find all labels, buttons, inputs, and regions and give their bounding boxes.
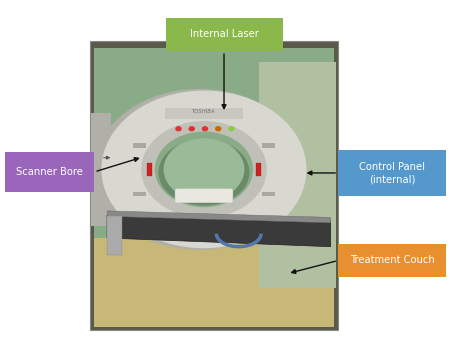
Text: Scanner Bore: Scanner Bore <box>16 167 83 177</box>
Circle shape <box>141 122 265 217</box>
Polygon shape <box>107 211 330 223</box>
FancyBboxPatch shape <box>107 216 122 255</box>
FancyBboxPatch shape <box>337 244 445 277</box>
FancyBboxPatch shape <box>256 163 261 176</box>
Text: TOSHIBA: TOSHIBA <box>192 109 215 114</box>
Circle shape <box>229 127 234 131</box>
FancyBboxPatch shape <box>262 143 274 148</box>
Polygon shape <box>107 215 330 247</box>
Circle shape <box>215 127 220 131</box>
Text: Control Panel
(internal): Control Panel (internal) <box>358 162 424 184</box>
FancyBboxPatch shape <box>337 150 445 196</box>
FancyBboxPatch shape <box>174 189 232 203</box>
FancyBboxPatch shape <box>258 62 335 288</box>
Ellipse shape <box>159 140 248 205</box>
Circle shape <box>102 91 305 247</box>
Circle shape <box>176 127 181 131</box>
Circle shape <box>164 139 243 200</box>
FancyBboxPatch shape <box>133 143 145 148</box>
FancyBboxPatch shape <box>146 163 151 176</box>
FancyBboxPatch shape <box>262 192 274 196</box>
FancyBboxPatch shape <box>91 113 111 226</box>
FancyBboxPatch shape <box>165 108 242 119</box>
Circle shape <box>95 89 303 249</box>
FancyBboxPatch shape <box>165 18 282 51</box>
Text: Treatment Couch: Treatment Couch <box>349 255 434 265</box>
Circle shape <box>155 132 252 207</box>
Circle shape <box>202 127 207 131</box>
FancyBboxPatch shape <box>133 192 145 196</box>
FancyBboxPatch shape <box>5 152 94 192</box>
FancyBboxPatch shape <box>90 41 337 330</box>
Text: Internal Laser: Internal Laser <box>190 29 258 40</box>
Circle shape <box>189 127 194 131</box>
FancyBboxPatch shape <box>94 48 333 259</box>
FancyBboxPatch shape <box>94 238 333 327</box>
